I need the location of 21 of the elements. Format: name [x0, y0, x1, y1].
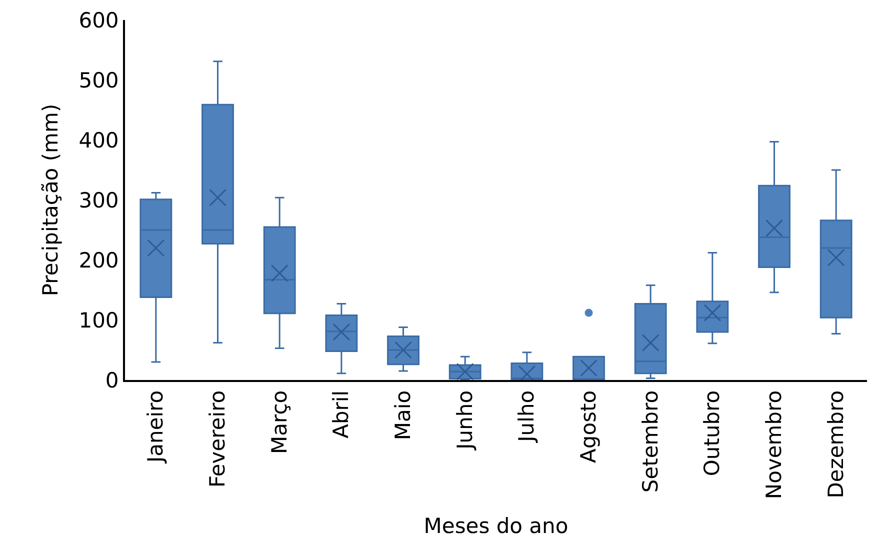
- y-tick-label: 500: [78, 68, 119, 92]
- x-tick-label: Junho: [452, 390, 477, 452]
- x-tick-label: Fevereiro: [206, 390, 230, 488]
- x-tick-label: Setembro: [638, 390, 662, 493]
- x-tick-label: Outubro: [700, 390, 724, 476]
- y-tick-label: 200: [78, 248, 119, 272]
- x-tick-label: Maio: [391, 390, 416, 440]
- y-tick-label: 400: [78, 128, 119, 152]
- x-tick-label: Março: [267, 390, 292, 454]
- x-tick-label: Janeiro: [144, 390, 168, 465]
- x-tick-label: Dezembro: [824, 390, 848, 498]
- y-tick-label: 300: [78, 188, 119, 212]
- x-tick-label: Abril: [329, 390, 354, 438]
- y-tick-label: 0: [105, 368, 119, 392]
- x-tick-label: Julho: [514, 390, 539, 444]
- x-tick-label: Agosto: [576, 390, 601, 463]
- y-tick-label: 100: [78, 308, 119, 332]
- y-axis-title: Precipitação (mm): [38, 104, 62, 296]
- y-tick-label: 600: [78, 8, 119, 32]
- x-axis-title: Meses do ano: [424, 514, 568, 538]
- x-tick-label: Novembro: [762, 390, 786, 500]
